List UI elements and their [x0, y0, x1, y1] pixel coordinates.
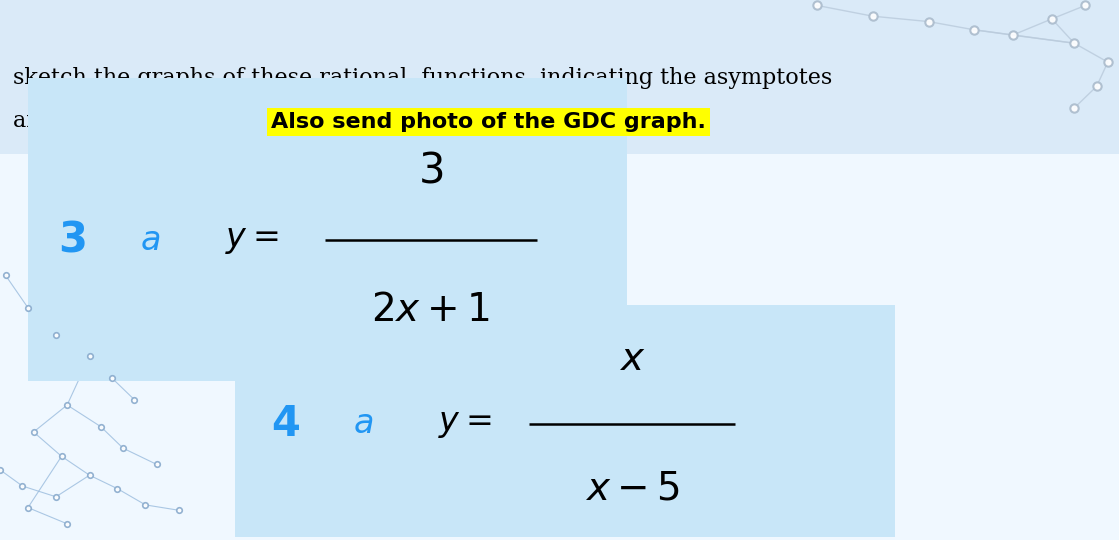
Text: a: a — [141, 224, 161, 257]
Text: $2x+1$: $2x+1$ — [372, 292, 490, 329]
Text: Also send photo of the GDC graph.: Also send photo of the GDC graph. — [271, 111, 706, 132]
Text: $3$: $3$ — [419, 149, 443, 191]
Text: sketch the graphs of these rational  functions, indicating the asymptotes: sketch the graphs of these rational func… — [13, 68, 833, 89]
FancyBboxPatch shape — [0, 0, 1119, 154]
Text: $x$: $x$ — [619, 341, 646, 377]
Text: 3: 3 — [58, 219, 87, 261]
Text: $y=$: $y=$ — [225, 224, 279, 256]
Text: and the axis intercepts.: and the axis intercepts. — [13, 111, 279, 132]
Text: 4: 4 — [271, 403, 300, 445]
FancyBboxPatch shape — [235, 305, 895, 537]
Text: $y=$: $y=$ — [438, 408, 491, 440]
Text: $x-5$: $x-5$ — [585, 470, 679, 507]
Text: a: a — [354, 407, 374, 441]
FancyBboxPatch shape — [28, 78, 627, 381]
